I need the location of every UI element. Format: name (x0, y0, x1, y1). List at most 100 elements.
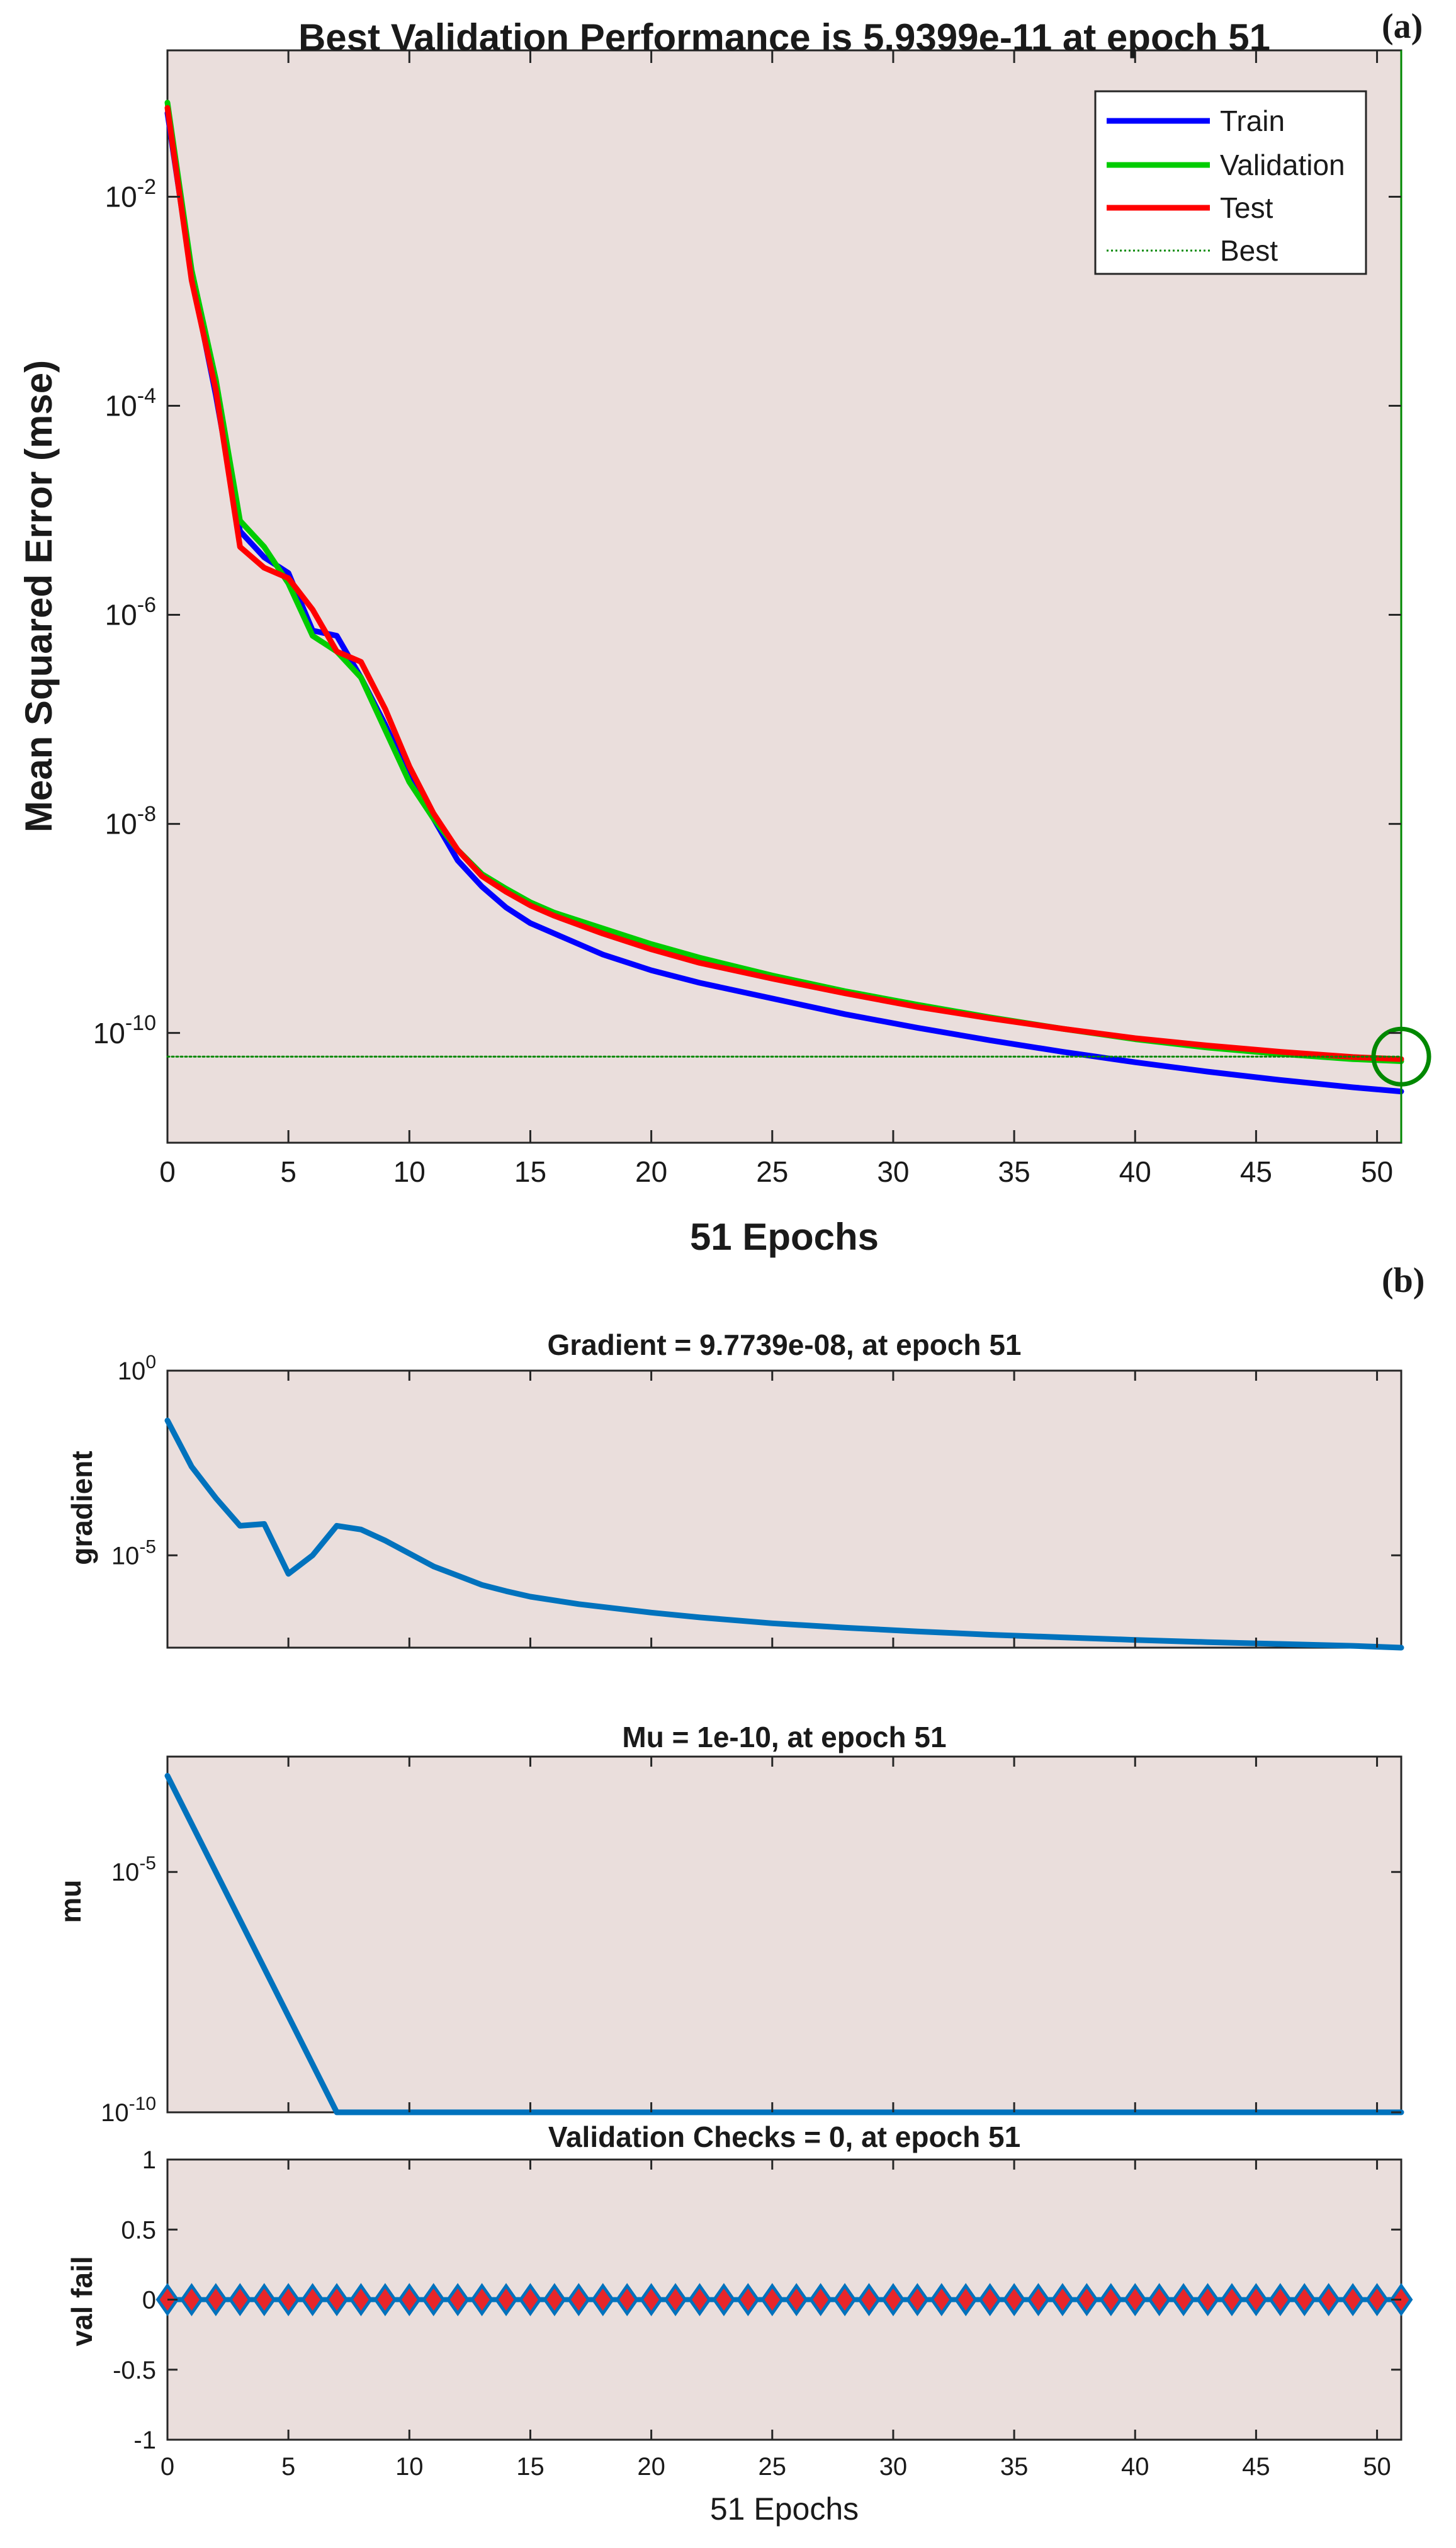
legend-validation-label: Validation (1220, 149, 1345, 181)
valfail-marker (833, 2283, 857, 2316)
performance-y-tick-label: 10-10 (93, 1011, 156, 1050)
performance-x-axis-label: 51 Epochs (690, 1216, 879, 1258)
valfail-x-tick-label: 25 (759, 2453, 787, 2481)
valfail-x-tick-label: 40 (1121, 2453, 1149, 2481)
performance-ticks-group: 0 5 10 15 20 25 30 35 40 45 50 10-10 10-8 10-6 10-4 10-… (93, 50, 1401, 1188)
performance-x-tick-label: 50 (1361, 1155, 1393, 1188)
valfail-marker (640, 2283, 663, 2316)
valfail-marker (663, 2283, 687, 2316)
mu-series-mu (164, 1773, 1404, 2115)
valfail-title: Validation Checks = 0, at epoch 51 (548, 2121, 1020, 2153)
performance-x-tick-label: 45 (1240, 1155, 1272, 1188)
valfail-series-group (155, 2283, 1413, 2316)
performance-x-tick-label: 40 (1119, 1155, 1151, 1188)
gradient-y-tick-label: 100 (118, 1352, 156, 1385)
performance-y-tick-label: 10-6 (105, 593, 156, 631)
valfail-marker (736, 2283, 760, 2316)
valfail-y-tick-label: 0.5 (121, 2216, 156, 2244)
valfail-marker (1244, 2283, 1268, 2316)
valfail-marker (712, 2283, 736, 2316)
valfail-x-tick-label: 5 (281, 2453, 295, 2481)
valfail-marker (519, 2283, 542, 2316)
valfail-marker (252, 2283, 276, 2316)
valfail-x-tick-label: 15 (516, 2453, 545, 2481)
valfail-marker (615, 2283, 639, 2316)
valfail-marker (688, 2283, 711, 2316)
gradient-series-gradient (164, 1417, 1404, 1651)
valfail-y-tick-label: -1 (133, 2426, 156, 2454)
valfail-marker (1123, 2283, 1147, 2316)
performance-y-tick-label: 10-2 (105, 175, 156, 213)
best-point-marker (1371, 1026, 1431, 1087)
gradient-y-tick-label: 10-5 (111, 1536, 156, 1570)
gradient-plot-area (166, 1369, 1402, 1649)
mu-title: Mu = 1e-10, at epoch 51 (622, 1721, 946, 1753)
valfail-marker (422, 2283, 446, 2316)
gradient-y-axis-label: gradient (65, 1451, 98, 1565)
performance-y-axis-label: Mean Squared Error (mse) (18, 360, 60, 832)
performance-x-tick-label: 5 (280, 1155, 296, 1188)
performance-x-tick-label: 25 (756, 1155, 788, 1188)
valfail-marker (1292, 2283, 1316, 2316)
valfail-marker (301, 2283, 325, 2316)
performance-x-tick-label: 10 (393, 1155, 426, 1188)
valfail-x-tick-label: 0 (161, 2453, 174, 2481)
valfail-y-tick-label: -0.5 (113, 2357, 156, 2384)
valfail-marker (373, 2283, 397, 2316)
valfail-marker (881, 2283, 905, 2316)
mu-plot-area (166, 1755, 1402, 2114)
panel-label-b: (b) (1382, 1261, 1425, 1300)
valfail-marker (179, 2283, 203, 2316)
valfail-marker (543, 2283, 567, 2316)
valfail-marker (446, 2283, 470, 2316)
panel-label-a: (a) (1382, 7, 1423, 46)
valfail-marker (228, 2283, 252, 2316)
valfail-x-tick-label: 35 (1000, 2453, 1029, 2481)
valfail-marker (325, 2283, 349, 2316)
mu-chart: 10-10 10-5 Mu = 1e-10, at epoch 51 mu (54, 1721, 1404, 2127)
valfail-marker (954, 2283, 978, 2316)
valfail-marker (1268, 2283, 1292, 2316)
valfail-marker (204, 2283, 228, 2316)
valfail-marker (494, 2283, 518, 2316)
performance-x-tick-label: 20 (635, 1155, 667, 1188)
valfail-marker (397, 2283, 421, 2316)
valfail-marker (1220, 2283, 1244, 2316)
valfail-marker (1099, 2283, 1123, 2316)
performance-legend: Train Validation Test Best (1094, 90, 1367, 275)
gradient-series-group (164, 1417, 1404, 1651)
valfail-marker (1196, 2283, 1220, 2316)
performance-x-tick-label: 30 (877, 1155, 909, 1188)
valfail-marker (1002, 2283, 1026, 2316)
mu-y-tick-label: 10-10 (101, 2093, 156, 2127)
valfail-marker (930, 2283, 954, 2316)
valfail-x-tick-label: 50 (1363, 2453, 1391, 2481)
performance-x-tick-label: 15 (514, 1155, 546, 1188)
valfail-marker (276, 2283, 300, 2316)
valfail-y-tick-label: 1 (142, 2146, 156, 2174)
valfail-chart: 0 5 10 15 20 25 30 35 40 45 50 -1 -0.5 0 0.5 1 Validati… (65, 2121, 1413, 2527)
valfail-marker (1027, 2283, 1050, 2316)
valfail-y-axis-label: val fail (65, 2256, 98, 2346)
performance-y-tick-label: 10-8 (105, 802, 156, 841)
valfail-marker (857, 2283, 881, 2316)
valfail-marker (1341, 2283, 1365, 2316)
performance-series-test (164, 105, 1404, 1062)
legend-test-label: Test (1220, 191, 1273, 224)
gradient-ticks-group: 10-5 100 (111, 1352, 1401, 1648)
valfail-marker (1148, 2283, 1171, 2316)
valfail-x-tick-label: 10 (395, 2453, 424, 2481)
valfail-marker (1365, 2283, 1389, 2316)
performance-chart: 0 5 10 15 20 25 30 35 40 45 50 10-10 10-8 10-6 10-4 10-… (18, 16, 1431, 1258)
gradient-chart: 10-5 100 Gradient = 9.7739e-08, at epoch … (65, 1328, 1404, 1651)
valfail-marker (1075, 2283, 1098, 2316)
performance-x-tick-label: 0 (159, 1155, 176, 1188)
valfail-marker (784, 2283, 808, 2316)
gradient-title: Gradient = 9.7739e-08, at epoch 51 (548, 1328, 1022, 1361)
mu-series-group (164, 1773, 1404, 2115)
performance-title: Best Validation Performance is 5.9399e-1… (298, 16, 1270, 59)
valfail-marker (1171, 2283, 1195, 2316)
mu-y-tick-label: 10-5 (111, 1853, 156, 1886)
valfail-marker (760, 2283, 784, 2316)
valfail-marker (567, 2283, 590, 2316)
